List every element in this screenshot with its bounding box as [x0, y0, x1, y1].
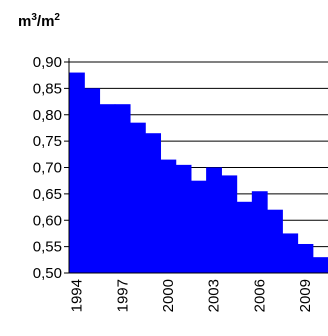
bar-2009: [297, 243, 314, 273]
bar-2000: [160, 159, 177, 273]
x-tick-label: 2003: [206, 279, 223, 312]
y-tick-label: 0,90: [33, 54, 62, 71]
data-area: [69, 72, 328, 273]
bar-1995: [84, 88, 101, 273]
bar-2003: [206, 167, 222, 273]
unit-exponent-1: 3: [31, 12, 37, 23]
y-tick-label: 0,80: [33, 107, 62, 124]
bar-2002: [190, 180, 207, 273]
x-tick-label: 2009: [297, 279, 314, 312]
y-axis-ticks: 0,90 0,85 0,80 0,75 0,70 0,65 0,60 0,55 0,50: [33, 54, 69, 282]
bar-1996: [99, 104, 116, 273]
unit-label: m3/m2: [18, 12, 60, 30]
x-tick-label: 1997: [114, 279, 131, 312]
bar-1997: [114, 104, 131, 273]
x-axis-ticks: 1994 1997 2000 2003 2006 2009: [69, 279, 315, 312]
x-tick-label: 2006: [251, 279, 268, 312]
y-tick-label: 0,50: [33, 265, 62, 282]
y-tick-label: 0,55: [33, 239, 62, 256]
bar-2010: [312, 257, 328, 273]
bar-1999: [145, 133, 162, 273]
unit-exponent-2: 2: [54, 12, 60, 23]
bar-2007: [267, 209, 283, 273]
bar-2006: [251, 191, 268, 273]
y-tick-label: 0,75: [33, 133, 62, 150]
unit-separator: /m: [37, 13, 55, 30]
y-tick-label: 0,70: [33, 160, 62, 177]
x-tick-label: 2000: [160, 279, 177, 312]
axes: [68, 58, 328, 274]
bar-2001: [175, 164, 192, 273]
bar-2005: [236, 201, 253, 273]
y-tick-label: 0,65: [33, 186, 62, 203]
bar-2004: [221, 175, 238, 273]
bar-2008: [282, 233, 299, 273]
y-tick-label: 0,85: [33, 80, 62, 97]
unit-base: m: [18, 13, 31, 30]
x-tick-label: 1994: [69, 279, 86, 312]
y-tick-label: 0,60: [33, 212, 62, 229]
bar-1998: [129, 122, 146, 273]
bar-1994: [69, 72, 85, 273]
